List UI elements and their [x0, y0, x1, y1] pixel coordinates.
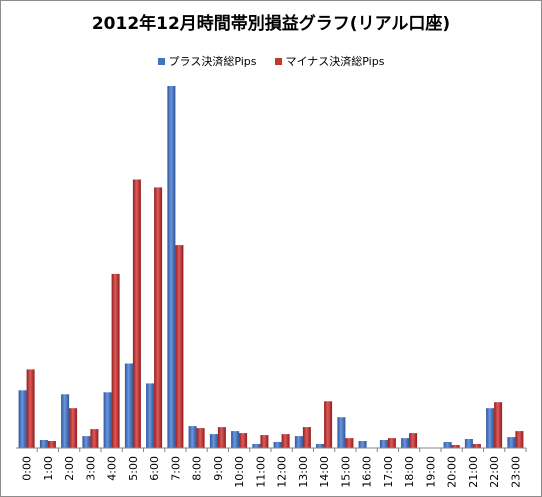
bar-minus-12	[281, 434, 290, 448]
legend-item-plus: プラス決済総Pips	[157, 53, 257, 69]
bar-minus-15	[345, 438, 354, 448]
bar-plus-2	[61, 394, 70, 448]
x-tick-label-8: 8:00	[191, 456, 204, 481]
x-tick-label-21: 21:00	[467, 456, 480, 488]
x-tick-label-4: 4:00	[106, 456, 119, 481]
x-tick-label-15: 15:00	[339, 456, 352, 488]
bar-plus-14	[316, 444, 325, 448]
bar-minus-8	[196, 428, 205, 448]
legend-label-plus: プラス決済総Pips	[168, 55, 257, 68]
x-tick-label-16: 16:00	[361, 456, 374, 488]
x-tick-label-6: 6:00	[148, 456, 161, 481]
bar-plus-1	[39, 440, 48, 448]
bar-minus-1	[47, 441, 56, 448]
x-tick-label-11: 11:00	[254, 456, 267, 488]
bar-plus-10	[231, 431, 240, 448]
x-tick-label-10: 10:00	[233, 456, 246, 488]
bar-minus-10	[239, 433, 248, 448]
bar-plus-17	[379, 440, 388, 448]
bar-plus-6	[146, 383, 155, 448]
bar-minus-4	[111, 273, 120, 448]
bar-minus-6	[154, 187, 163, 448]
bar-plus-20	[443, 442, 452, 448]
chart-title: 2012年12月時間帯別損益グラフ(リアル口座)	[91, 14, 451, 34]
x-tick-label-23: 23:00	[509, 456, 522, 488]
bar-plus-5	[124, 363, 133, 448]
x-tick-label-14: 14:00	[318, 456, 331, 488]
bar-minus-7	[175, 245, 184, 448]
bar-plus-22	[486, 408, 495, 448]
bar-plus-15	[337, 417, 346, 448]
bar-plus-4	[103, 392, 112, 448]
x-tick-label-7: 7:00	[169, 456, 182, 481]
bar-plus-3	[82, 436, 91, 448]
x-tick-label-5: 5:00	[127, 456, 140, 481]
bar-minus-22	[494, 402, 503, 448]
bar-plus-16	[358, 441, 367, 448]
bar-minus-5	[132, 179, 141, 448]
bar-minus-17	[387, 438, 396, 448]
x-tick-label-1: 1:00	[42, 456, 55, 481]
bar-minus-23	[515, 431, 524, 448]
bar-plus-7	[167, 86, 176, 448]
bar-minus-20	[451, 445, 460, 448]
legend-swatch-plus	[157, 57, 165, 65]
bar-plus-13	[294, 436, 303, 448]
bar-plus-0	[18, 390, 27, 448]
x-tick-label-18: 18:00	[403, 456, 416, 488]
x-tick-label-3: 3:00	[84, 456, 97, 481]
x-tick-label-20: 20:00	[446, 456, 459, 488]
bar-minus-18	[409, 433, 418, 448]
x-tick-label-2: 2:00	[63, 456, 76, 481]
bar-plus-18	[401, 438, 410, 448]
x-tick-label-0: 0:00	[21, 456, 34, 481]
legend-swatch-minus	[274, 57, 282, 65]
bar-plus-8	[188, 426, 197, 448]
x-tick-label-17: 17:00	[382, 456, 395, 488]
bar-minus-11	[260, 435, 269, 448]
bar-minus-0	[26, 369, 35, 448]
legend-item-minus: マイナス決済総Pips	[274, 53, 385, 69]
bar-plus-21	[464, 439, 473, 448]
bar-plus-23	[507, 437, 516, 448]
bar-plus-12	[273, 442, 282, 448]
bar-minus-13	[302, 427, 311, 448]
x-tick-label-9: 9:00	[212, 456, 225, 481]
bar-minus-14	[324, 401, 333, 448]
bar-minus-2	[69, 408, 78, 448]
x-tick-label-19: 19:00	[424, 456, 437, 488]
chart-legend: プラス決済総Pips マイナス決済総Pips	[0, 53, 542, 69]
x-tick-label-12: 12:00	[276, 456, 289, 488]
bar-plus-9	[209, 434, 218, 448]
bar-minus-3	[90, 429, 99, 448]
bar-plus-11	[252, 444, 261, 448]
bar-minus-21	[472, 444, 481, 448]
bar-minus-9	[217, 427, 226, 448]
x-tick-label-13: 13:00	[297, 456, 310, 488]
legend-label-minus: マイナス決済総Pips	[285, 55, 385, 68]
x-tick-label-22: 22:00	[488, 456, 501, 488]
